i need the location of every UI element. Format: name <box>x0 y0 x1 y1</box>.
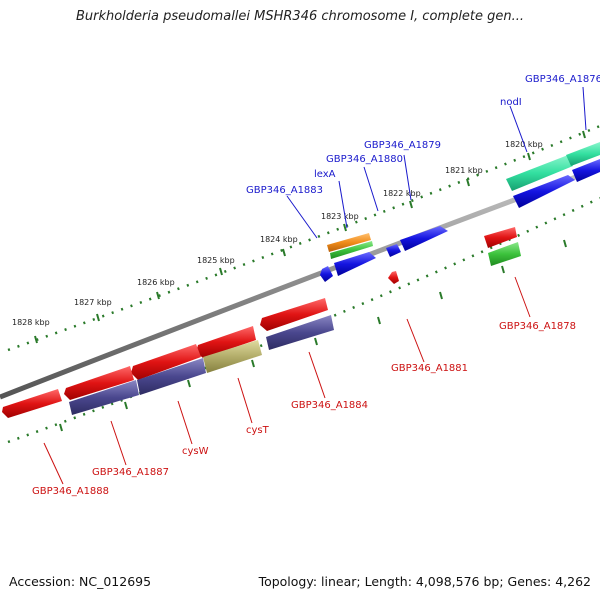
genome-backbone <box>0 165 600 400</box>
leader-line <box>582 86 587 131</box>
gene-arrow-red[interactable] <box>131 344 201 380</box>
major-tick <box>377 316 381 325</box>
gene-arrow-red[interactable] <box>484 227 517 248</box>
major-tick <box>343 223 347 232</box>
major-tick <box>59 423 63 432</box>
tick-label-1826: 1826 kbp <box>137 278 175 287</box>
major-tick <box>501 265 505 274</box>
major-tick <box>409 200 413 209</box>
gene-arrow-blue[interactable] <box>400 226 448 251</box>
major-tick <box>466 178 470 187</box>
map-title: Burkholderia pseudomallei MSHR346 chromo… <box>75 9 525 24</box>
major-tick <box>124 401 128 410</box>
gene-arrow-blue[interactable] <box>572 159 600 182</box>
major-tick <box>156 291 160 300</box>
leader-line <box>403 154 412 201</box>
reverse-major-ticks <box>59 239 567 432</box>
gene-arrow-red[interactable] <box>64 366 134 400</box>
major-tick <box>314 337 318 346</box>
major-tick <box>282 248 286 257</box>
feature-green[interactable] <box>330 241 373 259</box>
tick-label-1828: 1828 kbp <box>12 318 50 327</box>
gene-label-GBP346_A1880[interactable]: GBP346_A1880 <box>326 154 403 165</box>
major-tick <box>582 130 586 139</box>
gene-label-cysT[interactable]: cysT <box>246 425 270 436</box>
cds-purple[interactable] <box>137 358 206 395</box>
tick-label-1827: 1827 kbp <box>74 298 112 307</box>
leader-line <box>177 400 193 445</box>
gene-arrow-blue[interactable] <box>334 252 376 276</box>
gene-arrow-red[interactable] <box>388 271 399 284</box>
gene-label-GBP346_A1876[interactable]: GBP346_A1876 <box>525 74 600 85</box>
leader-line <box>509 105 528 153</box>
leader-line <box>43 442 64 485</box>
forward-major-ticks <box>34 130 586 344</box>
gene-label-GBP346_A1879[interactable]: GBP346_A1879 <box>364 140 441 151</box>
leader-line <box>406 318 425 363</box>
tick-label-1823: 1823 kbp <box>321 212 359 221</box>
gene-arrow-teal[interactable] <box>566 142 600 166</box>
gene-label-GBP346_A1878[interactable]: GBP346_A1878 <box>499 321 576 332</box>
gene-label-cysW[interactable]: cysW <box>182 446 209 457</box>
major-tick <box>563 239 567 248</box>
major-tick <box>34 335 38 344</box>
major-tick <box>439 291 443 300</box>
gene-arrow-blue[interactable] <box>513 175 575 208</box>
gene-label-nodI[interactable]: nodI <box>500 97 522 108</box>
leader-line <box>237 377 253 424</box>
tick-label-1825: 1825 kbp <box>197 256 235 265</box>
gene-arrow-teal[interactable] <box>506 155 573 191</box>
gene-arrow-red[interactable] <box>2 389 62 418</box>
tick-label-1822: 1822 kbp <box>383 189 421 198</box>
cds-purple[interactable] <box>266 315 334 350</box>
gene-arrow-blue[interactable] <box>386 244 401 257</box>
gene-label-GBP346_A1884[interactable]: GBP346_A1884 <box>291 400 368 411</box>
gene-label-GBP346_A1887[interactable]: GBP346_A1887 <box>92 467 169 478</box>
cds-olive[interactable] <box>203 340 262 373</box>
leader-line <box>514 276 531 318</box>
leader-line <box>363 166 379 212</box>
gene-arrow-blue[interactable] <box>320 266 333 282</box>
gene-label-lexA[interactable]: lexA <box>314 169 336 180</box>
reverse-leader-lines <box>43 276 531 485</box>
tick-label-1821: 1821 kbp <box>445 166 483 175</box>
feature-orange[interactable] <box>327 233 371 252</box>
gene-arrow-red[interactable] <box>196 326 256 358</box>
gene-label-GBP346_A1888[interactable]: GBP346_A1888 <box>32 486 109 497</box>
major-tick <box>219 267 223 276</box>
gene-label-GBP346_A1883[interactable]: GBP346_A1883 <box>246 185 323 196</box>
major-tick <box>96 313 100 322</box>
leader-line <box>110 420 127 466</box>
feature-green[interactable] <box>488 242 521 266</box>
accession-label: Accession: NC_012695 <box>9 574 152 589</box>
cds-purple[interactable] <box>69 380 139 415</box>
major-tick <box>251 359 255 368</box>
forward-leader-lines <box>286 86 587 239</box>
leader-line <box>286 195 318 239</box>
gene-arrow-red[interactable] <box>260 298 328 331</box>
leader-line <box>308 351 326 399</box>
topology-label: Topology: linear; Length: 4,098,576 bp; … <box>258 574 591 589</box>
gene-label-GBP346_A1881[interactable]: GBP346_A1881 <box>391 363 468 374</box>
major-tick <box>527 152 531 161</box>
leader-line <box>338 180 348 229</box>
major-tick <box>187 379 191 388</box>
tick-label-1824: 1824 kbp <box>260 235 298 244</box>
